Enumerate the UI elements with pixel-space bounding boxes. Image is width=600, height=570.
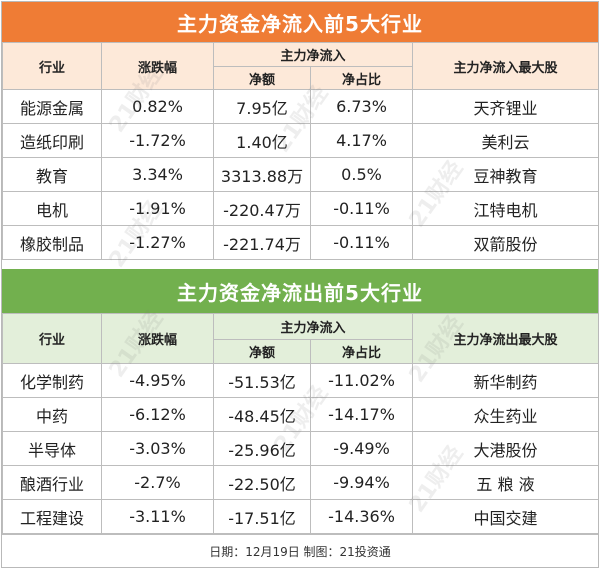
cell-amount: 7.95亿 [213, 89, 311, 124]
header-industry: 行业 [2, 313, 102, 364]
cell-industry: 电机 [2, 191, 102, 226]
cell-amount: 3313.88万 [213, 157, 311, 192]
table-row: 能源金属 0.82% 7.95亿 6.73% 天齐锂业 [2, 89, 598, 124]
cell-industry: 中药 [2, 397, 102, 432]
table-row: 橡胶制品 -1.27% -221.74万 -0.11% 双箭股份 [2, 225, 598, 260]
cell-change: -3.11% [101, 499, 214, 534]
outflow-title: 主力资金净流出前5大行业 [2, 269, 598, 313]
header-change: 涨跌幅 [101, 313, 214, 364]
header-net-group: 主力净流入 [212, 42, 414, 67]
cell-change: -1.91% [101, 191, 214, 226]
cell-change: -1.72% [101, 123, 214, 158]
footer-caption: 日期：12月19日 制图：21投资通 [2, 534, 598, 567]
table-row: 工程建设 -3.11% -17.51亿 -14.36% 中国交建 [2, 499, 598, 534]
inflow-title: 主力资金净流入前5大行业 [2, 2, 598, 42]
table-row: 造纸印刷 -1.72% 1.40亿 4.17% 美利云 [2, 123, 598, 158]
header-ratio: 净占比 [309, 339, 414, 364]
cell-stock: 双箭股份 [412, 225, 598, 260]
header-net-group: 主力净流入 [212, 313, 414, 340]
cell-amount: -25.96亿 [213, 431, 311, 466]
table-row: 酿酒行业 -2.7% -22.50亿 -9.94% 五 粮 液 [2, 465, 598, 500]
cell-change: -1.27% [101, 225, 214, 260]
cell-stock: 众生药业 [412, 397, 598, 432]
header-change: 涨跌幅 [101, 42, 214, 90]
cell-industry: 酿酒行业 [2, 465, 102, 500]
cell-amount: -22.50亿 [213, 465, 311, 500]
cell-industry: 半导体 [2, 431, 102, 466]
cell-change: 0.82% [101, 89, 214, 124]
header-amount: 净额 [213, 339, 311, 364]
cell-change: 3.34% [101, 157, 214, 192]
table-row: 教育 3.34% 3313.88万 0.5% 豆神教育 [2, 157, 598, 192]
cell-ratio: -14.36% [309, 499, 414, 534]
cell-ratio: -11.02% [309, 363, 414, 398]
header-top-stock: 主力净流入最大股 [412, 42, 598, 90]
cell-industry: 化学制药 [2, 363, 102, 398]
cell-ratio: 0.5% [309, 157, 414, 192]
cell-ratio: -14.17% [309, 397, 414, 432]
cell-stock: 大港股份 [412, 431, 598, 466]
cell-ratio: -9.94% [309, 465, 414, 500]
cell-amount: 1.40亿 [213, 123, 311, 158]
cell-ratio: -0.11% [309, 225, 414, 260]
outflow-table: 行业 涨跌幅 主力净流入 主力净流出最大股 净额 净占比 化学制药 -4.95%… [2, 313, 598, 534]
cell-stock: 五 粮 液 [412, 465, 598, 500]
cell-amount: -51.53亿 [213, 363, 311, 398]
inflow-table: 行业 涨跌幅 主力净流入 主力净流入最大股 净额 净占比 能源金属 0.82% … [2, 42, 598, 260]
cell-ratio: 4.17% [309, 123, 414, 158]
cell-stock: 天齐锂业 [412, 89, 598, 124]
cell-amount: -48.45亿 [213, 397, 311, 432]
cell-stock: 美利云 [412, 123, 598, 158]
table-row: 化学制药 -4.95% -51.53亿 -11.02% 新华制药 [2, 363, 598, 398]
header-ratio: 净占比 [309, 66, 414, 90]
cell-industry: 能源金属 [2, 89, 102, 124]
table-row: 半导体 -3.03% -25.96亿 -9.49% 大港股份 [2, 431, 598, 466]
cell-change: -3.03% [101, 431, 214, 466]
cell-industry: 橡胶制品 [2, 225, 102, 260]
cell-stock: 新华制药 [412, 363, 598, 398]
cell-amount: -220.47万 [213, 191, 311, 226]
header-top-stock: 主力净流出最大股 [412, 313, 598, 364]
cell-amount: -17.51亿 [213, 499, 311, 534]
cell-stock: 豆神教育 [412, 157, 598, 192]
cell-change: -2.7% [101, 465, 214, 500]
cell-industry: 工程建设 [2, 499, 102, 534]
header-amount: 净额 [213, 66, 311, 90]
cell-industry: 造纸印刷 [2, 123, 102, 158]
table-row: 电机 -1.91% -220.47万 -0.11% 江特电机 [2, 191, 598, 226]
table-row: 中药 -6.12% -48.45亿 -14.17% 众生药业 [2, 397, 598, 432]
cell-industry: 教育 [2, 157, 102, 192]
cell-ratio: 6.73% [309, 89, 414, 124]
header-industry: 行业 [2, 42, 102, 90]
cell-ratio: -0.11% [309, 191, 414, 226]
cell-ratio: -9.49% [309, 431, 414, 466]
cell-change: -6.12% [101, 397, 214, 432]
cell-change: -4.95% [101, 363, 214, 398]
cell-amount: -221.74万 [213, 225, 311, 260]
cell-stock: 江特电机 [412, 191, 598, 226]
cell-stock: 中国交建 [412, 499, 598, 534]
